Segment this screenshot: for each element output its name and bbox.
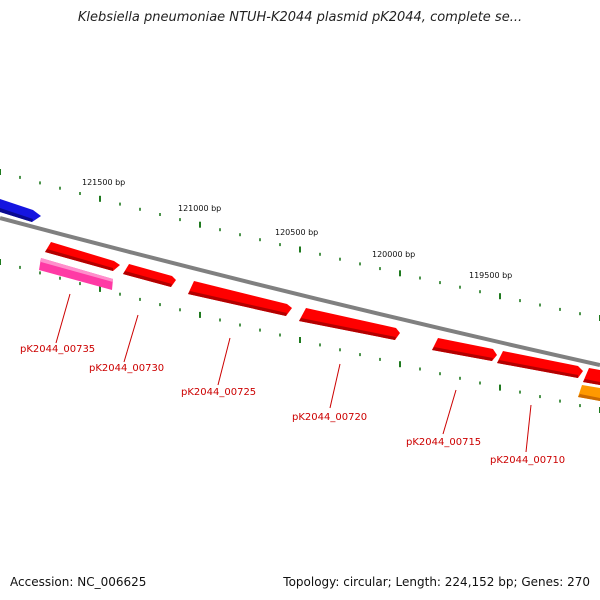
position-label: 119500 bp: [469, 271, 512, 280]
gene-label[interactable]: pK2044_00710: [490, 455, 565, 466]
feature-orange[interactable]: [578, 385, 600, 401]
gene-arrow-partial[interactable]: [583, 368, 600, 385]
gene-arrow-00715[interactable]: [432, 338, 497, 361]
position-label: 120500 bp: [275, 228, 318, 237]
map-title: Klebsiella pneumoniae NTUH-K2044 plasmid…: [77, 10, 523, 25]
leader-line: [123, 314, 139, 363]
genome-stats-text: Topology: circular; Length: 224,152 bp; …: [283, 575, 590, 589]
plasmid-backbone: [0, 216, 600, 367]
gene-label[interactable]: pK2044_00720: [292, 412, 367, 423]
feature-pink[interactable]: [39, 258, 113, 290]
position-label: 121000 bp: [178, 204, 221, 213]
leader-line: [55, 293, 71, 344]
gene-arrow-00735[interactable]: [45, 242, 120, 271]
gene-label[interactable]: pK2044_00715: [406, 437, 481, 448]
outer-tick-track: [0, 169, 600, 321]
position-labels: 121500 bp 121000 bp 120500 bp 120000 bp …: [82, 178, 512, 280]
gene-arrow-00720[interactable]: [299, 308, 400, 340]
accession-text: Accession: NC_006625: [10, 575, 147, 589]
gene-label[interactable]: pK2044_00735: [20, 344, 95, 355]
gene-label[interactable]: pK2044_00730: [89, 363, 164, 374]
leader-line: [442, 389, 457, 435]
leader-line: [329, 363, 341, 409]
gene-label[interactable]: pK2044_00725: [181, 387, 256, 398]
position-label: 121500 bp: [82, 178, 125, 187]
gene-labels: pK2044_00735 pK2044_00730 pK2044_00725 p…: [20, 344, 565, 466]
position-label: 120000 bp: [372, 250, 415, 259]
gene-arrow-00710[interactable]: [497, 351, 583, 378]
gene-leader-lines: [55, 293, 532, 453]
feature-blue[interactable]: [0, 199, 41, 222]
leader-line: [217, 337, 231, 386]
leader-line: [525, 404, 532, 453]
inner-tick-track: [0, 259, 600, 413]
gene-arrow-00725[interactable]: [188, 281, 292, 316]
gene-arrow-00730[interactable]: [123, 264, 176, 287]
